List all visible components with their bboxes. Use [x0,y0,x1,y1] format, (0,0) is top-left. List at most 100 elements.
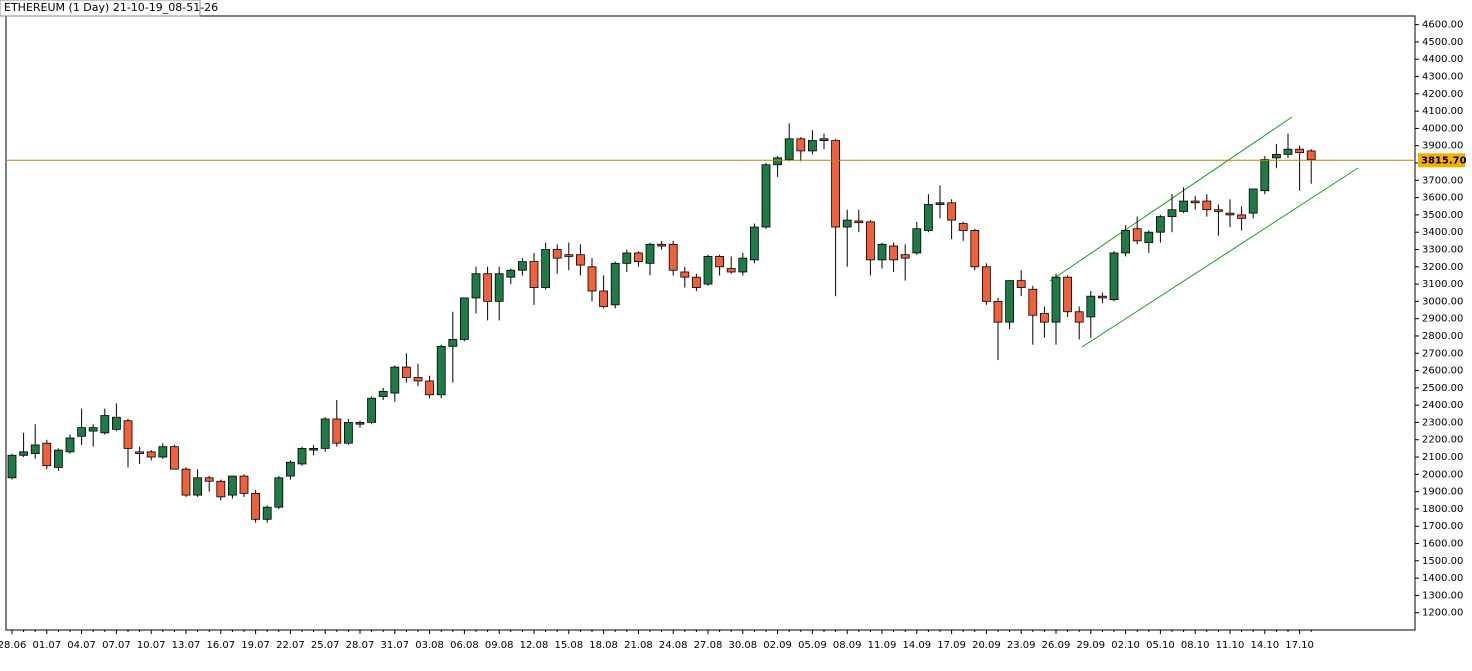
x-tick-label: 05.09 [798,640,827,651]
title-box [0,0,201,17]
y-tick-label: 2200.00 [1422,435,1463,446]
candle-body [436,345,446,396]
candle-body [100,415,110,434]
candle-body [680,271,690,278]
x-tick-label: 09.08 [485,640,514,651]
candle-body [1051,276,1061,323]
candle-body [367,397,377,423]
candle-body [1063,276,1072,313]
y-tick-label: 2300.00 [1422,417,1463,428]
x-tick-label: 02.09 [763,640,792,651]
candle-body [1225,212,1235,216]
x-tick-label: 08.09 [833,640,862,651]
y-tick-label: 2900.00 [1422,314,1463,325]
candle-body [390,366,400,394]
candle-body [1179,200,1188,212]
x-tick-label: 19.07 [241,640,270,651]
y-tick-label: 1700.00 [1422,521,1463,532]
y-tick-label: 3700.00 [1422,175,1463,186]
candle-body [668,243,678,271]
candle-body [181,468,191,496]
y-tick-label: 1600.00 [1422,539,1463,550]
x-tick-label: 29.09 [1076,640,1105,651]
x-tick-label: 07.07 [102,640,131,651]
candle-body [912,228,922,254]
chart-title: ETHEREUM (1 Day) 21-10-19_08-51-26 [4,1,218,14]
y-tick-label: 2100.00 [1422,452,1463,463]
candle-body [239,475,249,494]
candle-body [123,420,133,449]
candle-body [622,252,632,264]
candle-body [1132,228,1142,242]
candle-body [146,451,156,458]
candle-body [30,444,40,454]
y-tick-label: 3300.00 [1422,244,1463,255]
candle-body [773,157,782,166]
candle-body [448,339,458,347]
x-tick-label: 11.09 [868,640,897,651]
candle-body [750,226,759,261]
trend-line [1081,167,1359,348]
candle-body [88,427,98,432]
y-tick-label: 2400.00 [1422,400,1463,411]
candle-body [7,454,17,479]
candle-body [784,138,794,160]
x-tick-label: 06.08 [450,640,479,651]
candle-body [645,243,655,264]
candle-body [738,257,748,273]
y-tick-label: 4100.00 [1422,106,1463,117]
x-tick-label: 15.08 [554,640,583,651]
candle-body [657,243,666,247]
candle-body [54,449,63,468]
candle-body [42,442,52,467]
trend-line [1049,116,1293,282]
y-tick-label: 4300.00 [1422,72,1463,83]
candle-body [471,273,481,299]
candle-body [506,269,516,278]
candle-body [587,266,597,292]
candle-body [634,252,643,263]
x-tick-label: 08.10 [1181,640,1210,651]
candle-body [599,290,608,307]
candle-body [112,416,121,430]
y-tick-label: 2600.00 [1422,366,1463,377]
candle-body [401,366,411,378]
y-tick-label: 3600.00 [1422,193,1463,204]
x-tick-label: 14.10 [1250,640,1279,651]
x-tick-label: 28.07 [346,640,375,651]
candle-body [1086,295,1096,318]
x-tick-label: 26.09 [1042,640,1071,651]
candle-body [715,256,724,268]
candle-body [831,140,840,228]
x-tick-label: 01.07 [32,640,61,651]
x-tick-label: 04.07 [67,640,96,651]
x-tick-label: 24.08 [659,640,688,651]
candle-body [65,437,75,453]
x-tick-label: 17.09 [937,640,966,651]
candle-body [297,447,307,465]
y-tick-label: 4400.00 [1422,54,1463,65]
x-tick-label: 21.08 [624,640,653,651]
candle-body [576,254,585,266]
candle-body [1040,313,1049,323]
candle-body [1214,209,1223,212]
candle-body [1283,148,1293,155]
last-price-box [1418,153,1465,168]
candle-body [1098,295,1107,299]
candle-body [216,480,226,498]
candle-body [459,297,469,340]
candle-body [1306,150,1316,160]
candle-body [425,380,435,396]
candle-body [842,219,852,228]
candle-body [541,249,550,288]
x-tick-label: 30.08 [728,640,757,651]
candle-body [808,140,817,152]
candle-body [413,377,423,382]
candle-body [1167,209,1177,218]
candle-body [529,261,539,288]
y-tick-label: 1500.00 [1422,556,1463,567]
y-tick-label: 4600.00 [1422,20,1463,31]
candle-body [1028,288,1038,316]
candle-body [993,300,1003,323]
y-tick-label: 1400.00 [1422,573,1463,584]
